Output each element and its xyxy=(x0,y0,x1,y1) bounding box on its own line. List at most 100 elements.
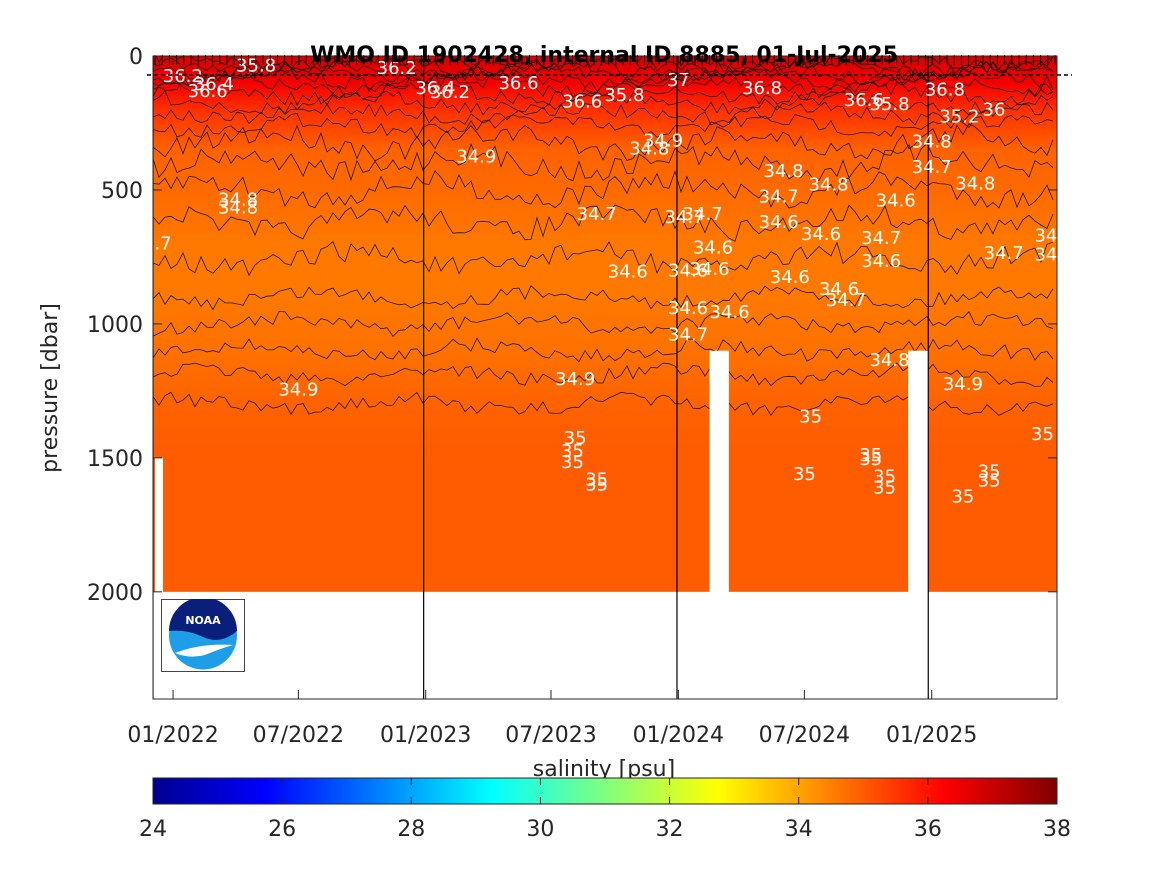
contour-line xyxy=(153,142,1054,182)
x-tick-label: 01/2022 xyxy=(127,723,218,748)
x-tick-label: 01/2024 xyxy=(633,723,724,748)
field-fill xyxy=(153,56,1057,592)
contour-label: 34.8 xyxy=(629,138,669,159)
plot-frame xyxy=(152,55,1058,700)
contour-label: 35 xyxy=(561,452,584,473)
contour-label: 36.8 xyxy=(742,78,782,99)
contour-label: 34.8 xyxy=(218,189,258,210)
contour-label: 34.9 xyxy=(456,147,496,168)
contour-label: 35 xyxy=(978,471,1001,492)
colorbar-tick-label: 34 xyxy=(785,817,813,842)
contour-label: 34.7 xyxy=(577,204,617,225)
contour-labels: 36.236.436.636.235.836.436.2 36.636.6 35.8… xyxy=(132,56,1057,508)
contour-label: 34.6 xyxy=(801,224,841,245)
contour-label: 34.6 xyxy=(770,267,810,288)
gap-below-profiles xyxy=(153,593,1057,699)
gap-left-edge xyxy=(155,457,163,594)
colorbar-tick-label: 30 xyxy=(526,817,554,842)
contour-label: 34.6 xyxy=(876,191,916,212)
contour-label: 36.2 xyxy=(430,82,470,103)
contour-line xyxy=(153,123,1054,162)
contour-line xyxy=(153,72,1054,98)
contour-label: 35 xyxy=(564,428,587,449)
x-tick-label: 07/2022 xyxy=(253,723,344,748)
contour-label: 34.8 xyxy=(955,173,995,194)
contour-line xyxy=(153,56,1054,79)
data-gaps xyxy=(153,350,1057,699)
contour-line xyxy=(153,337,1054,363)
contour-line xyxy=(153,169,1054,209)
contour-label: 34.6 xyxy=(710,302,750,323)
x-tick-label: 01/2025 xyxy=(886,723,977,748)
y-tick-label: 1500 xyxy=(87,447,143,472)
colorbar-tick-label: 36 xyxy=(914,817,942,842)
y-tick-label: 2000 xyxy=(87,581,143,606)
contour-label: 36.2 xyxy=(163,66,203,87)
contour-label: 35 xyxy=(793,464,816,485)
contour-label: 35 xyxy=(873,467,896,488)
contour-label: 35.2 xyxy=(939,106,979,127)
contour-label: 34.6 xyxy=(693,238,733,259)
contour-label: 34.8 xyxy=(912,132,952,153)
colorbar-tick-label: 38 xyxy=(1043,817,1071,842)
contour-line xyxy=(153,60,1054,86)
contour-line xyxy=(153,362,1054,387)
y-axis-label: pressure [dbar] xyxy=(38,303,63,473)
contour-label: 35.8 xyxy=(604,85,644,106)
contour-label: 34.6 xyxy=(668,260,708,281)
colorbar-tick-label: 26 xyxy=(268,817,296,842)
contour-label: 34.9 xyxy=(555,369,595,390)
contour-label: 34.7 xyxy=(912,157,952,178)
colorbar xyxy=(152,777,1058,805)
y-tick-label: 1000 xyxy=(87,313,143,338)
contour-label: 35 xyxy=(951,487,974,508)
contour-label: 36.6 xyxy=(188,81,228,102)
x-tick-label: 07/2024 xyxy=(759,723,850,748)
contour-label: 35 xyxy=(978,461,1001,482)
y-tick-label: 0 xyxy=(129,45,143,70)
colorbar-ticks: 24 26 28 30 32 34 36 38 xyxy=(139,778,1071,842)
contour-label: 34.7 xyxy=(683,204,723,225)
colorbar-tick-label: 28 xyxy=(397,817,425,842)
contour-label: 34.7 xyxy=(668,325,708,346)
contour-label: 36.6 xyxy=(498,73,538,94)
x-tick-label: 07/2023 xyxy=(505,723,596,748)
contour-label: 37 xyxy=(667,70,690,91)
contour-label: 34.7 xyxy=(665,207,705,228)
contour-label: 36.4 xyxy=(415,78,455,99)
contour-label: 34.7 xyxy=(132,234,172,255)
logo-text: NOAA xyxy=(185,614,221,627)
x-tick-label: 01/2023 xyxy=(380,723,471,748)
x-axis: 01/2022 07/2022 01/2023 07/2023 01/2024 07/20… xyxy=(127,56,977,748)
contour-label: 34.7 xyxy=(984,243,1024,264)
contour-label: 36.4 xyxy=(194,74,234,95)
contour-label: 35 xyxy=(799,406,822,427)
contour-label: 34.6 xyxy=(608,262,648,283)
contour-label: 36.6 xyxy=(562,92,602,113)
y-axis: 0 500 1000 1500 2000 xyxy=(87,45,1057,606)
contour-label: 36.6 xyxy=(844,90,884,111)
contour-line xyxy=(153,391,1054,417)
contour-label: 36.8 xyxy=(925,80,965,101)
contour-label: 34 xyxy=(1034,226,1057,247)
contour-label: 35 xyxy=(585,475,608,496)
contour-line xyxy=(153,241,1054,277)
chart-title: WMO ID 1902428, internal ID 8885, 01-Jul… xyxy=(310,43,898,68)
contour-label: 34 xyxy=(1034,244,1057,265)
contour-label: 34.7 xyxy=(861,228,901,249)
contour-label: 34.6 xyxy=(861,251,901,272)
contour-label: 35 xyxy=(859,449,882,470)
contour-label: 34.7 xyxy=(759,187,799,208)
contour-label: 35 xyxy=(561,441,584,462)
contour-label: 34.9 xyxy=(278,380,318,401)
contour-label: 34.8 xyxy=(869,350,909,371)
contour-label: 34.6 xyxy=(759,212,799,233)
gap-column xyxy=(709,350,729,596)
contour-label: 36 xyxy=(983,100,1006,121)
contour-label: 35 xyxy=(873,477,896,498)
contour-label: 34.7 xyxy=(826,290,866,311)
contour-line xyxy=(153,112,1054,139)
contour-line xyxy=(153,101,1054,126)
contour-label: 34.8 xyxy=(764,161,804,182)
